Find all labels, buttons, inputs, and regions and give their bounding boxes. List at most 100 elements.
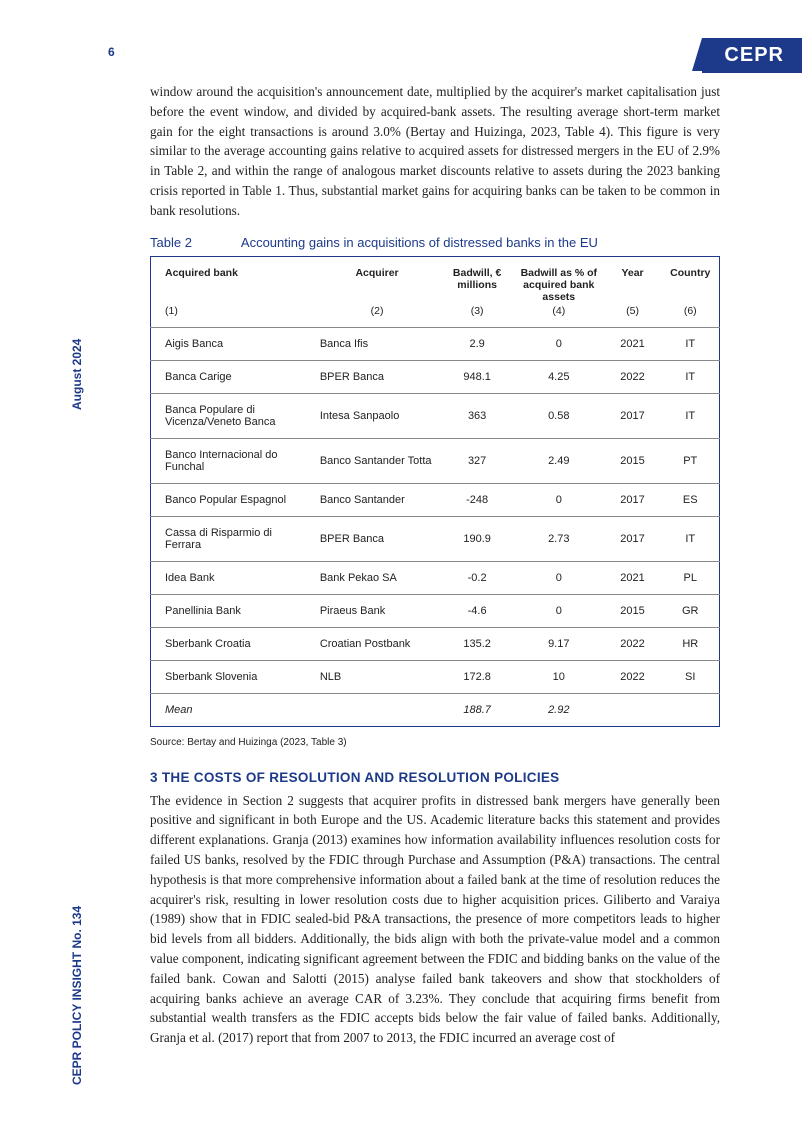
table-cell: 327 [440, 438, 514, 483]
table-cell: -4.6 [440, 594, 514, 627]
table-cell: Banco Internacional do Funchal [151, 438, 314, 483]
table-cell: IT [662, 360, 720, 393]
table-cell: 10 [514, 660, 604, 693]
table-cell: Idea Bank [151, 561, 314, 594]
table-cell: Panellinia Bank [151, 594, 314, 627]
table-cell: IT [662, 393, 720, 438]
table-cell: Croatian Postbank [314, 627, 440, 660]
table-row: Sberbank SloveniaNLB172.8102022SI [151, 660, 720, 693]
col-subheader: (6) [662, 305, 720, 328]
col-header: Acquired bank [151, 256, 314, 305]
table-cell: Sberbank Slovenia [151, 660, 314, 693]
table-cell: 0 [514, 594, 604, 627]
table-cell: 2022 [604, 660, 662, 693]
table-label: Table 2 [150, 235, 238, 250]
table-cell: 2.9 [440, 327, 514, 360]
table-cell: 2.73 [514, 516, 604, 561]
table-cell: 0 [514, 327, 604, 360]
table-cell: 2017 [604, 516, 662, 561]
table-cell: 363 [440, 393, 514, 438]
table-row: Cassa di Risparmio di FerraraBPER Banca1… [151, 516, 720, 561]
table-cell: Sberbank Croatia [151, 627, 314, 660]
table-row: Aigis BancaBanca Ifis2.902021IT [151, 327, 720, 360]
col-subheader: (1) [151, 305, 314, 328]
intro-paragraph: window around the acquisition's announce… [150, 82, 720, 221]
table-cell: Mean [151, 693, 314, 726]
table-cell: Intesa Sanpaolo [314, 393, 440, 438]
table-cell: IT [662, 516, 720, 561]
table-cell: BPER Banca [314, 516, 440, 561]
table-cell: 172.8 [440, 660, 514, 693]
acquisitions-table: Acquired bank Acquirer Badwill, € millio… [150, 256, 720, 727]
main-content: window around the acquisition's announce… [150, 82, 720, 1048]
col-header: Year [604, 256, 662, 305]
table-cell: Aigis Banca [151, 327, 314, 360]
col-header: Badwill as % of acquired bank assets [514, 256, 604, 305]
table-row: Banca CarigeBPER Banca948.14.252022IT [151, 360, 720, 393]
table-cell: 2.49 [514, 438, 604, 483]
col-header: Country [662, 256, 720, 305]
table-cell: Banco Santander Totta [314, 438, 440, 483]
table-body: Aigis BancaBanca Ifis2.902021ITBanca Car… [151, 327, 720, 726]
table-cell: 135.2 [440, 627, 514, 660]
table-cell: 948.1 [440, 360, 514, 393]
table-cell: Banca Populare di Vicenza/Veneto Banca [151, 393, 314, 438]
table-cell [314, 693, 440, 726]
table-cell: BPER Banca [314, 360, 440, 393]
table-cell: 2015 [604, 438, 662, 483]
table-cell: Banca Carige [151, 360, 314, 393]
table-mean-row: Mean 188.72.92 [151, 693, 720, 726]
table-cell: 190.9 [440, 516, 514, 561]
table-title: Accounting gains in acquisitions of dist… [241, 235, 598, 250]
table-row: Sberbank CroatiaCroatian Postbank135.29.… [151, 627, 720, 660]
table-cell: 2.92 [514, 693, 604, 726]
table-row: Idea BankBank Pekao SA-0.202021PL [151, 561, 720, 594]
table-cell: SI [662, 660, 720, 693]
table-cell: ES [662, 483, 720, 516]
table-cell: Piraeus Bank [314, 594, 440, 627]
side-date: August 2024 [70, 339, 84, 410]
table-cell: 2022 [604, 360, 662, 393]
col-subheader: (2) [314, 305, 440, 328]
table-cell: PT [662, 438, 720, 483]
table-cell: 0.58 [514, 393, 604, 438]
table-cell: Bank Pekao SA [314, 561, 440, 594]
col-header: Acquirer [314, 256, 440, 305]
col-subheader: (5) [604, 305, 662, 328]
table-cell: 0 [514, 483, 604, 516]
side-series-title: CEPR POLICY INSIGHT No. 134 [70, 906, 84, 1085]
table-cell: -0.2 [440, 561, 514, 594]
table-cell: 4.25 [514, 360, 604, 393]
table-row: Banco Popular EspagnolBanco Santander-24… [151, 483, 720, 516]
table-cell: 2022 [604, 627, 662, 660]
table-cell: 2021 [604, 561, 662, 594]
table-cell: 2015 [604, 594, 662, 627]
page-number: 6 [108, 45, 115, 59]
table-row: Banco Internacional do FunchalBanco Sant… [151, 438, 720, 483]
table-row: Panellinia BankPiraeus Bank-4.602015GR [151, 594, 720, 627]
table-cell: NLB [314, 660, 440, 693]
table-cell [604, 693, 662, 726]
table-cell [662, 693, 720, 726]
table-cell: GR [662, 594, 720, 627]
table-source: Source: Bertay and Huizinga (2023, Table… [150, 737, 720, 748]
table-head: Acquired bank Acquirer Badwill, € millio… [151, 256, 720, 327]
section-paragraph: The evidence in Section 2 suggests that … [150, 791, 720, 1048]
table-cell: IT [662, 327, 720, 360]
table-caption: Table 2 Accounting gains in acquisitions… [150, 235, 720, 250]
table-cell: 2021 [604, 327, 662, 360]
table-row: Banca Populare di Vicenza/Veneto BancaIn… [151, 393, 720, 438]
table-cell: -248 [440, 483, 514, 516]
table-cell: 9.17 [514, 627, 604, 660]
table-cell: Banco Santander [314, 483, 440, 516]
section-heading: 3 THE COSTS OF RESOLUTION AND RESOLUTION… [150, 770, 720, 785]
table-cell: 2017 [604, 393, 662, 438]
table-cell: 2017 [604, 483, 662, 516]
col-header: Badwill, € millions [440, 256, 514, 305]
col-subheader: (4) [514, 305, 604, 328]
table-cell: Banca Ifis [314, 327, 440, 360]
table-cell: 188.7 [440, 693, 514, 726]
table-cell: HR [662, 627, 720, 660]
table-cell: 0 [514, 561, 604, 594]
table-cell: Cassa di Risparmio di Ferrara [151, 516, 314, 561]
